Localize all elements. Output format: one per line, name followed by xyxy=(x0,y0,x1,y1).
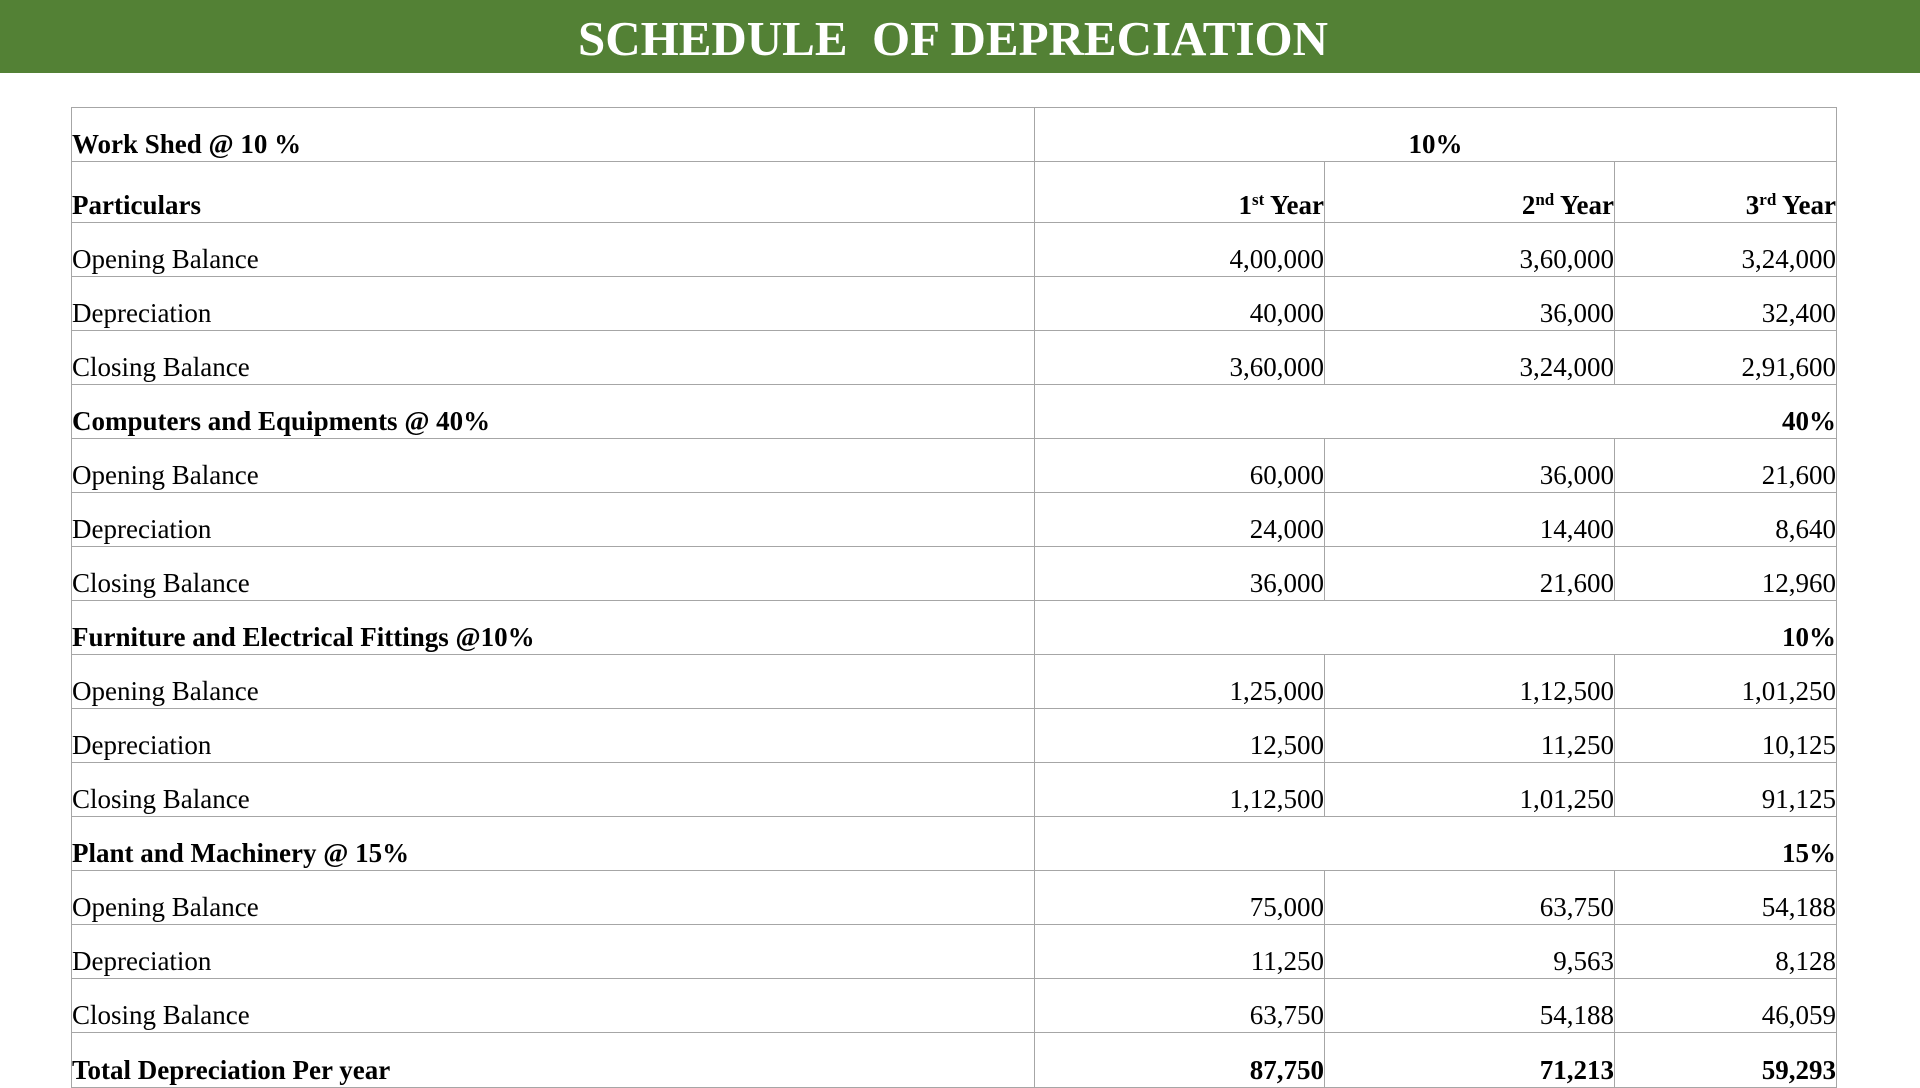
cell-value: 63,750 xyxy=(1034,978,1325,1033)
cell-value: 63,750 xyxy=(1324,870,1615,925)
total-value: 59,293 xyxy=(1613,1032,1838,1088)
cell-value: 91,125 xyxy=(1613,762,1838,817)
section-label: Furniture and Electrical Fittings @10% xyxy=(71,600,1035,655)
cell-value: 3,24,000 xyxy=(1324,330,1615,385)
section-rate: 10% xyxy=(1033,107,1838,162)
cell-value: 24,000 xyxy=(1034,492,1325,547)
cell-value: 21,600 xyxy=(1324,546,1615,601)
table-row: Depreciation 11,250 9,563 8,128 xyxy=(71,924,1838,979)
row-label: Closing Balance xyxy=(71,330,1035,385)
row-label: Opening Balance xyxy=(71,222,1035,277)
total-label: Total Depreciation Per year xyxy=(71,1032,1035,1088)
cell-value: 2,91,600 xyxy=(1613,330,1838,385)
cell-value: 32,400 xyxy=(1613,276,1838,331)
section-rate: 10% xyxy=(1033,600,1838,655)
section-header-row: Computers and Equipments @ 40% 40% xyxy=(71,384,1838,439)
section-header-row: Plant and Machinery @ 15% 15% xyxy=(71,816,1838,871)
row-label: Depreciation xyxy=(71,492,1035,547)
cell-value: 60,000 xyxy=(1034,438,1325,493)
table-row: Closing Balance 36,000 21,600 12,960 xyxy=(71,546,1838,601)
cell-value: 54,188 xyxy=(1324,978,1615,1033)
cell-value: 9,563 xyxy=(1324,924,1615,979)
cell-value: 3,60,000 xyxy=(1324,222,1615,277)
section-label: Computers and Equipments @ 40% xyxy=(71,384,1035,439)
cell-value: 1,01,250 xyxy=(1324,762,1615,817)
cell-value: 1,12,500 xyxy=(1324,654,1615,709)
cell-value: 12,960 xyxy=(1613,546,1838,601)
table-row: Depreciation 12,500 11,250 10,125 xyxy=(71,708,1838,763)
cell-value: 10,125 xyxy=(1613,708,1838,763)
table-row: Opening Balance 1,25,000 1,12,500 1,01,2… xyxy=(71,654,1838,709)
cell-value: 1,01,250 xyxy=(1613,654,1838,709)
depreciation-table: Work Shed @ 10 % 10% Particulars 1st Yea… xyxy=(71,107,1838,1088)
title-bar: SCHEDULE OF DEPRECIATION xyxy=(0,0,1920,73)
cell-value: 3,60,000 xyxy=(1034,330,1325,385)
table-row: Depreciation 24,000 14,400 8,640 xyxy=(71,492,1838,547)
table-row: Opening Balance 60,000 36,000 21,600 xyxy=(71,438,1838,493)
row-label: Depreciation xyxy=(71,276,1035,331)
cell-value: 75,000 xyxy=(1034,870,1325,925)
cell-value: 54,188 xyxy=(1613,870,1838,925)
cell-value: 46,059 xyxy=(1613,978,1838,1033)
page-title: SCHEDULE OF DEPRECIATION xyxy=(577,11,1329,66)
table-row: Closing Balance 1,12,500 1,01,250 91,125 xyxy=(71,762,1838,817)
column-header-row: Particulars 1st Year 2nd Year 3rd Year xyxy=(71,161,1838,223)
section-rate: 15% xyxy=(1033,816,1838,871)
cell-value: 11,250 xyxy=(1324,708,1615,763)
row-label: Opening Balance xyxy=(71,870,1035,925)
table-row: Closing Balance 3,60,000 3,24,000 2,91,6… xyxy=(71,330,1838,385)
cell-value: 8,640 xyxy=(1613,492,1838,547)
cell-value: 14,400 xyxy=(1324,492,1615,547)
total-row: Total Depreciation Per year 87,750 71,21… xyxy=(71,1032,1838,1088)
total-value: 87,750 xyxy=(1034,1032,1325,1088)
row-label: Opening Balance xyxy=(71,654,1035,709)
cell-value: 1,25,000 xyxy=(1034,654,1325,709)
section-label: Plant and Machinery @ 15% xyxy=(71,816,1035,871)
section-label: Work Shed @ 10 % xyxy=(71,107,1035,162)
table-row: Opening Balance 75,000 63,750 54,188 xyxy=(71,870,1838,925)
section-header-row: Work Shed @ 10 % 10% xyxy=(71,107,1838,162)
cell-value: 8,128 xyxy=(1613,924,1838,979)
row-label: Depreciation xyxy=(71,924,1035,979)
year-3-header: 3rd Year xyxy=(1613,161,1838,223)
section-rate: 40% xyxy=(1033,384,1838,439)
cell-value: 12,500 xyxy=(1034,708,1325,763)
cell-value: 11,250 xyxy=(1034,924,1325,979)
cell-value: 40,000 xyxy=(1034,276,1325,331)
cell-value: 36,000 xyxy=(1324,438,1615,493)
year-2-header: 2nd Year xyxy=(1324,161,1615,223)
cell-value: 36,000 xyxy=(1324,276,1615,331)
year-1-header: 1st Year xyxy=(1034,161,1325,223)
table-row: Opening Balance 4,00,000 3,60,000 3,24,0… xyxy=(71,222,1838,277)
cell-value: 3,24,000 xyxy=(1613,222,1838,277)
cell-value: 4,00,000 xyxy=(1034,222,1325,277)
row-label: Opening Balance xyxy=(71,438,1035,493)
row-label: Depreciation xyxy=(71,708,1035,763)
row-label: Closing Balance xyxy=(71,978,1035,1033)
cell-value: 21,600 xyxy=(1613,438,1838,493)
total-value: 71,213 xyxy=(1324,1032,1615,1088)
row-label: Closing Balance xyxy=(71,546,1035,601)
table-row: Closing Balance 63,750 54,188 46,059 xyxy=(71,978,1838,1033)
particulars-header: Particulars xyxy=(71,161,1035,223)
row-label: Closing Balance xyxy=(71,762,1035,817)
cell-value: 1,12,500 xyxy=(1034,762,1325,817)
cell-value: 36,000 xyxy=(1034,546,1325,601)
section-header-row: Furniture and Electrical Fittings @10% 1… xyxy=(71,600,1838,655)
table-row: Depreciation 40,000 36,000 32,400 xyxy=(71,276,1838,331)
